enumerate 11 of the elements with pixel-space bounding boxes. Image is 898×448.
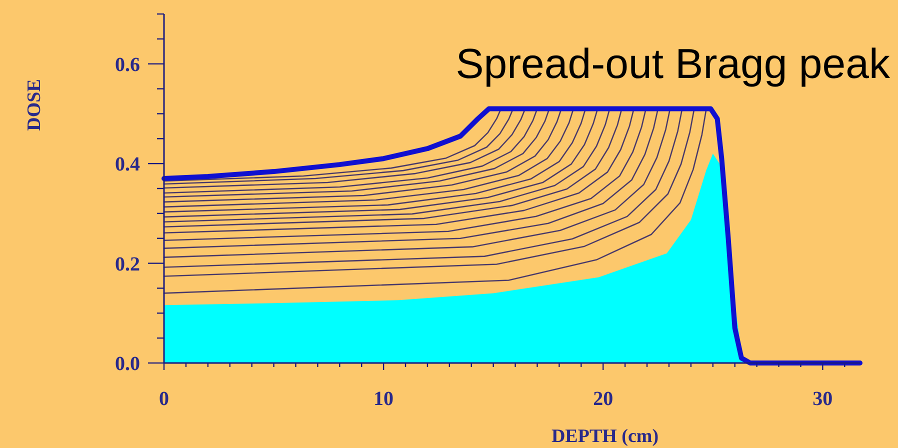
x-tick-label: 10	[374, 388, 394, 410]
text: Spread-out Bragg peak	[456, 40, 891, 87]
y-tick-label: 0.6	[115, 54, 140, 76]
y-tick-label: 0.4	[115, 154, 140, 176]
x-tick-label: 0	[159, 388, 169, 410]
x-tick-label: 30	[812, 388, 833, 410]
x-axis-title: DEPTH (cm)	[551, 426, 659, 447]
y-tick-label: 0.0	[115, 353, 140, 375]
x-tick-label: 20	[593, 388, 614, 410]
y-tick-label: 0.2	[115, 253, 140, 276]
y-axis-title: DOSE	[24, 79, 45, 131]
